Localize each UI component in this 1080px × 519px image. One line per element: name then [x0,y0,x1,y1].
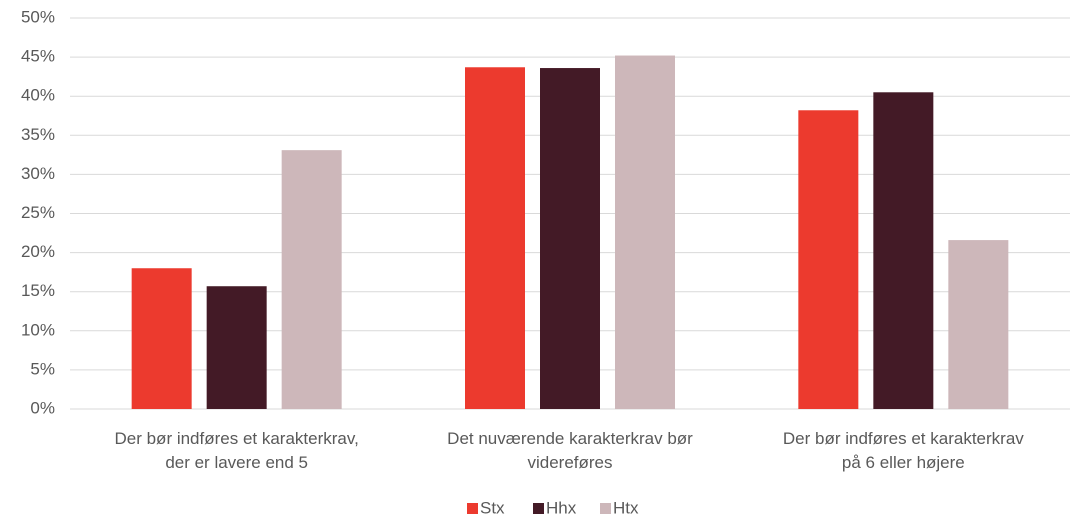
y-tick-label: 10% [21,320,55,339]
x-tick-label: Det nuværende karakterkrav bør videreføre… [447,429,693,472]
bar [465,67,525,410]
legend-label: Hhx [546,498,577,517]
y-tick-label: 50% [21,7,55,26]
bar [131,268,192,409]
y-tick-label: 45% [21,47,55,66]
y-tick-label: 25% [21,203,55,222]
legend-swatch [600,503,611,514]
bar [281,150,342,409]
legend-swatch [533,503,544,514]
bar [798,110,859,409]
x-tick-label: Der bør indføres et karakterkrav, der er … [114,429,358,472]
y-tick-label: 15% [21,281,55,300]
legend-swatch [467,503,478,514]
bar [948,240,1009,409]
y-tick-label: 20% [21,242,55,261]
bar [873,92,934,409]
y-tick-label: 5% [30,359,55,378]
legend-label: Stx [480,498,505,517]
y-tick-label: 35% [21,125,55,144]
bar [206,286,267,409]
x-tick-label: Der bør indføres et karakterkrav på 6 ell… [783,429,1024,472]
bar [540,68,600,409]
bar [615,55,675,409]
y-tick-label: 0% [30,398,55,417]
legend-label: Htx [613,498,639,517]
y-tick-label: 30% [21,164,55,183]
y-tick-label: 40% [21,86,55,105]
